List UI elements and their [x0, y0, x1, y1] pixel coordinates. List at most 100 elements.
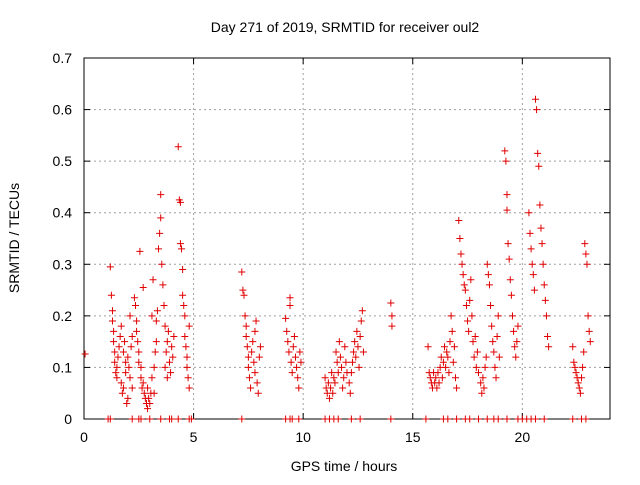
data-point: [466, 296, 474, 304]
data-point: [152, 338, 160, 346]
data-point: [469, 338, 477, 346]
data-point: [182, 343, 190, 351]
data-point: [579, 363, 587, 371]
data-point: [539, 260, 547, 268]
y-tick-label: 0.3: [53, 256, 73, 272]
data-point: [111, 358, 119, 366]
data-point: [475, 369, 482, 377]
data-point: [118, 389, 126, 397]
data-point: [473, 348, 481, 356]
data-point: [251, 327, 259, 335]
data-point: [468, 312, 476, 320]
data-point: [582, 250, 590, 258]
data-point: [290, 332, 298, 340]
data-point: [296, 348, 304, 356]
data-point: [341, 343, 349, 351]
data-point: [340, 374, 348, 382]
data-point: [332, 348, 340, 356]
data-point: [453, 415, 461, 423]
data-point: [464, 317, 472, 325]
data-point: [249, 338, 257, 346]
data-point: [329, 389, 337, 397]
data-point: [106, 415, 114, 423]
data-point: [581, 240, 589, 248]
data-point: [146, 400, 154, 408]
data-point: [252, 317, 260, 325]
data-point: [350, 348, 358, 356]
data-point: [531, 415, 539, 423]
data-point: [351, 338, 359, 346]
data-point: [289, 343, 297, 351]
data-point: [117, 322, 125, 330]
data-point: [444, 415, 452, 423]
data-point: [121, 338, 129, 346]
data-point: [357, 317, 365, 325]
data-point: [181, 312, 189, 320]
data-point: [535, 162, 543, 170]
data-point: [453, 384, 461, 392]
data-point: [149, 276, 157, 284]
data-point: [574, 379, 582, 387]
data-point: [324, 379, 332, 387]
data-point: [169, 353, 177, 361]
data-point: [455, 216, 463, 224]
data-point: [181, 332, 189, 340]
data-point: [174, 143, 182, 151]
data-point: [151, 348, 159, 356]
data-point: [164, 327, 172, 335]
data-point: [506, 276, 514, 284]
data-point: [569, 415, 577, 423]
y-axis-label: SRMTID / TECUs: [6, 183, 22, 293]
data-point: [283, 327, 291, 335]
data-point: [157, 191, 165, 199]
data-point: [123, 400, 131, 408]
data-point: [442, 363, 450, 371]
data-point: [127, 343, 135, 351]
data-point: [465, 327, 473, 335]
data-point: [241, 312, 249, 320]
plot-border: [83, 57, 611, 420]
data-point: [388, 322, 396, 330]
data-point: [424, 343, 432, 351]
data-point: [348, 358, 356, 366]
data-point: [184, 374, 192, 382]
data-point: [239, 286, 247, 294]
data-point: [165, 358, 173, 366]
data-point: [134, 338, 142, 346]
data-point: [484, 271, 492, 279]
data-point: [297, 358, 305, 366]
data-point: [388, 312, 396, 320]
data-point: [504, 240, 512, 248]
data-point: [582, 415, 590, 423]
data-point: [144, 405, 152, 413]
data-point: [387, 299, 395, 307]
data-point: [342, 358, 350, 366]
data-point: [133, 327, 141, 335]
data-point: [545, 343, 553, 351]
data-point: [163, 374, 171, 382]
data-point: [359, 348, 367, 356]
data-point: [353, 327, 361, 335]
data-point: [585, 327, 593, 335]
data-point: [106, 263, 114, 271]
data-point: [148, 312, 156, 320]
x-tick-label: 15: [405, 429, 421, 445]
data-point: [254, 389, 262, 397]
data-point: [157, 214, 165, 222]
data-point: [116, 332, 124, 340]
data-point: [478, 389, 486, 397]
data-point: [179, 291, 187, 299]
data-point: [533, 106, 541, 114]
data-point: [457, 250, 465, 258]
data-point: [490, 348, 498, 356]
data-point: [460, 281, 468, 289]
data-point: [541, 296, 549, 304]
data-point: [345, 379, 353, 387]
data-point: [544, 332, 552, 340]
data-point: [125, 363, 133, 371]
data-point: [352, 353, 360, 361]
data-point: [334, 369, 342, 377]
data-point: [503, 206, 511, 214]
data-point: [156, 229, 164, 237]
